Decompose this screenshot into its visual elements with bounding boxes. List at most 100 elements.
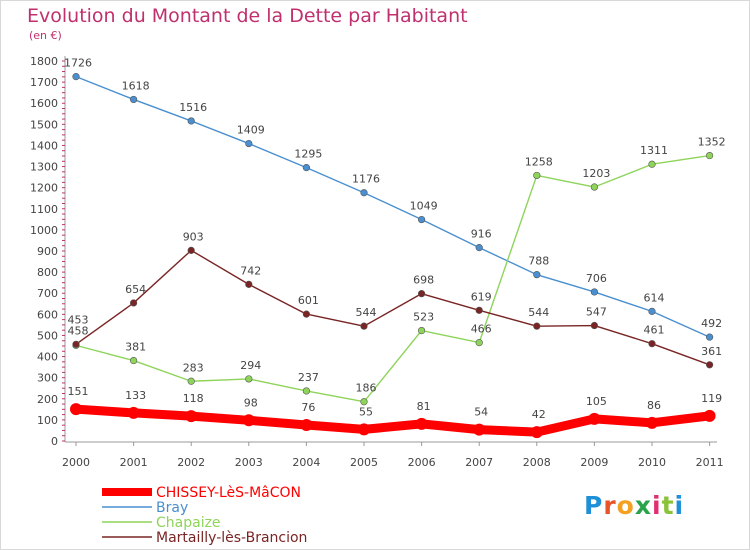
x-tick-label: 2011 <box>696 456 724 469</box>
data-label: 544 <box>356 306 377 319</box>
data-point <box>187 117 195 125</box>
data-label: 54 <box>474 406 488 419</box>
x-tick-label: 2003 <box>235 456 263 469</box>
data-label: 1176 <box>352 173 380 186</box>
y-tick-label: 500 <box>37 329 58 342</box>
data-label: 1618 <box>122 79 150 92</box>
data-point <box>72 340 80 348</box>
y-tick-label: 1400 <box>30 139 58 152</box>
data-label: 903 <box>183 230 204 243</box>
data-label: 1352 <box>698 136 726 149</box>
data-label: 105 <box>586 395 607 408</box>
y-tick-label: 0 <box>51 435 58 448</box>
data-point <box>70 403 82 416</box>
data-label: 453 <box>68 313 89 326</box>
data-label: 118 <box>183 392 204 405</box>
legend-label: Martailly-lès-Brancion <box>156 530 307 546</box>
data-label: 381 <box>125 341 146 354</box>
data-point <box>705 361 714 369</box>
data-label: 1516 <box>179 101 207 114</box>
data-point <box>302 164 311 172</box>
x-tick-label: 2001 <box>120 456 148 469</box>
x-tick-label: 2005 <box>350 456 378 469</box>
y-tick-label: 900 <box>37 245 58 258</box>
data-point <box>302 387 311 395</box>
data-point <box>360 398 368 406</box>
data-label: 186 <box>356 382 377 395</box>
data-point <box>705 151 714 160</box>
y-tick-label: 600 <box>37 308 58 321</box>
data-label: 81 <box>417 400 431 413</box>
data-label: 1049 <box>410 200 438 213</box>
data-label: 492 <box>701 317 722 330</box>
data-label: 461 <box>644 324 665 337</box>
series-line <box>75 75 711 338</box>
series-line <box>75 249 711 366</box>
y-tick-label: 100 <box>37 414 58 427</box>
data-point <box>187 246 195 254</box>
data-point <box>185 410 198 423</box>
data-point <box>590 288 599 296</box>
y-tick-label: 200 <box>37 393 58 406</box>
data-point <box>648 340 656 348</box>
data-point <box>533 171 541 180</box>
data-point <box>648 307 656 315</box>
x-tick-label: 2004 <box>292 456 320 469</box>
data-point <box>533 271 541 279</box>
data-point <box>130 299 138 307</box>
data-label: 547 <box>586 306 607 319</box>
y-tick-label: 1300 <box>30 161 58 174</box>
data-point <box>646 416 658 429</box>
data-point <box>72 73 80 81</box>
data-point <box>358 423 370 436</box>
y-tick-label: 1800 <box>30 55 58 68</box>
data-point <box>242 414 255 427</box>
y-tick-label: 1200 <box>30 182 58 195</box>
x-tick-label: 2000 <box>62 456 90 469</box>
data-label: 86 <box>647 399 661 412</box>
data-label: 283 <box>183 361 204 374</box>
y-tick-label: 1700 <box>30 76 58 89</box>
data-point <box>705 333 714 341</box>
legend-label: Chapaize <box>156 515 221 531</box>
x-tick-label: 2010 <box>638 456 666 469</box>
data-point <box>130 95 138 104</box>
y-tick-label: 1100 <box>30 203 58 216</box>
chart-subtitle: (en €) <box>29 29 62 42</box>
data-point <box>360 322 368 330</box>
data-label: 742 <box>240 264 261 277</box>
y-tick-label: 1500 <box>30 118 58 131</box>
y-tick-label: 300 <box>37 372 58 385</box>
proxiti-logo: Proxiti <box>584 491 685 520</box>
data-label: 98 <box>244 396 258 409</box>
y-tick-label: 1600 <box>30 97 58 110</box>
data-point <box>475 244 483 252</box>
x-tick-label: 2007 <box>465 456 493 469</box>
data-point <box>302 310 311 318</box>
data-point <box>187 377 195 385</box>
data-point <box>475 306 483 314</box>
series-line <box>75 154 711 403</box>
x-tick-label: 2008 <box>523 456 551 469</box>
data-point <box>648 160 656 168</box>
data-label: 601 <box>298 294 319 307</box>
data-label: 1203 <box>582 167 610 180</box>
data-point <box>245 375 253 383</box>
data-label: 294 <box>240 359 261 372</box>
data-label: 654 <box>125 283 146 296</box>
y-tick-label: 800 <box>37 266 58 279</box>
data-point <box>588 412 601 425</box>
data-point <box>245 280 253 288</box>
data-point <box>475 339 483 347</box>
data-label: 544 <box>528 306 549 319</box>
data-label: 523 <box>413 311 434 324</box>
legend-label: CHISSEY-LèS-MâCON <box>156 485 301 501</box>
data-label: 55 <box>359 405 373 418</box>
data-label: 151 <box>68 385 89 398</box>
x-tick-label: 2009 <box>580 456 608 469</box>
data-label: 237 <box>298 371 319 384</box>
data-point <box>533 322 541 330</box>
data-label: 361 <box>701 345 722 358</box>
